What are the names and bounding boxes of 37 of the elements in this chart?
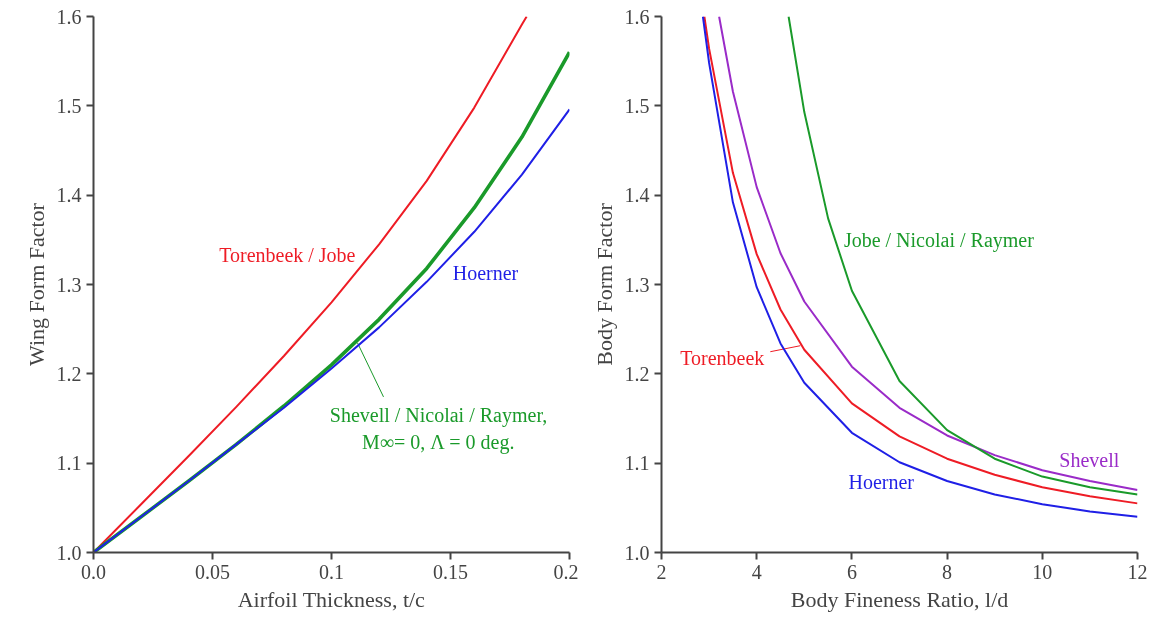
x-tick-label: 0.15 [433, 560, 468, 583]
x-axis-title: Airfoil Thickness, t/c [237, 586, 426, 612]
y-tick-label: 1.5 [56, 94, 82, 117]
x-tick-label: 4 [751, 560, 762, 583]
x-tick-label: 12 [1127, 560, 1148, 583]
x-tick-label: 0.05 [195, 560, 230, 583]
y-tick-label: 1.6 [56, 5, 82, 28]
x-tick-label: 0.2 [553, 560, 579, 583]
y-tick-label: 1.4 [56, 184, 82, 207]
y-tick-label: 1.2 [624, 362, 650, 385]
y-axis-title: Wing Form Factor [23, 202, 49, 366]
y-tick-label: 1.1 [56, 452, 82, 475]
y-tick-label: 1.0 [56, 541, 82, 564]
y-tick-label: 1.0 [624, 541, 650, 564]
x-tick-label: 0.0 [81, 560, 106, 583]
y-tick-label: 1.1 [624, 452, 650, 475]
x-tick-label: 8 [942, 560, 953, 583]
series-label: Jobe / Nicolai / Raymer [843, 228, 1035, 252]
y-tick-label: 1.4 [624, 184, 650, 207]
x-tick-label: 2 [656, 560, 667, 583]
x-axis-title: Body Fineness Ratio, l/d [790, 586, 1009, 612]
series-label: Shevell [1059, 449, 1120, 472]
y-tick-label: 1.6 [624, 5, 650, 28]
line-series [787, 16, 1138, 496]
legend-label: Torenbeek [680, 346, 765, 369]
x-tick-label: 0.1 [319, 560, 344, 583]
y-tick-label: 1.3 [624, 273, 650, 296]
y-tick-label: 1.3 [56, 273, 82, 296]
series-label: Shevell / Nicolai / Raymer, M∞= 0, Λ = 0 deg. [329, 403, 548, 454]
series-label: Torenbeek / Jobe [219, 244, 356, 267]
y-tick-label: 1.2 [56, 362, 82, 385]
series-label: Hoerner [848, 471, 915, 494]
series-label: Hoerner [452, 261, 519, 284]
y-tick-label: 1.5 [624, 94, 650, 117]
x-tick-label: 10 [1032, 560, 1053, 583]
y-axis-title: Body Form Factor [591, 202, 617, 366]
x-tick-label: 6 [846, 560, 857, 583]
